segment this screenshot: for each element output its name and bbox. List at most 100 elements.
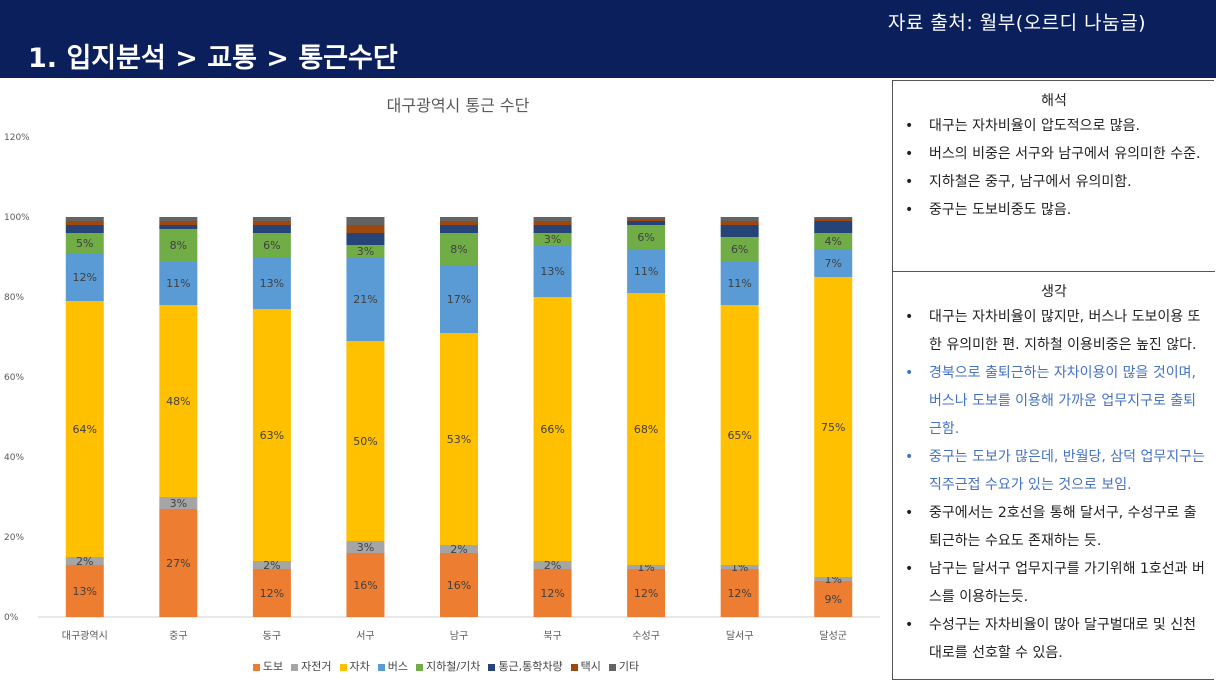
bar-segment — [65, 301, 104, 557]
interpretation-item: 지하철은 중구, 남구에서 유의미함. — [901, 168, 1207, 196]
data-label: 9% — [824, 593, 841, 606]
bar-segment — [720, 225, 759, 237]
bar-segment — [440, 553, 478, 617]
data-label: 11% — [166, 277, 190, 290]
bar-segment — [814, 249, 853, 277]
x-tick-label: 중구 — [169, 630, 187, 642]
bar-segment — [65, 221, 104, 225]
legend-item: 버스 — [377, 658, 408, 674]
bar-segment — [159, 497, 198, 509]
bar-segment — [533, 297, 572, 561]
data-label: 2% — [544, 559, 561, 572]
data-label: 5% — [76, 237, 93, 250]
bar-segment — [159, 217, 198, 221]
data-label: 11% — [727, 277, 751, 290]
bar-segment — [65, 253, 104, 301]
bar-segment — [252, 225, 291, 233]
bar-segment — [533, 225, 572, 233]
page-title: 1. 입지분석 > 교통 > 통근수단 — [28, 43, 398, 74]
y-tick-label: 40% — [4, 453, 24, 463]
x-tick-label: 서구 — [356, 630, 374, 642]
interpretation-item: 대구는 자차비율이 압도적으로 많음. — [901, 112, 1207, 140]
legend-label: 통근,통학차량 — [498, 660, 563, 673]
thought-item: 중구는 도보가 많은데, 반월당, 삼덕 업무지구는 직주근접 수요가 있는 것… — [901, 443, 1207, 499]
chart-area: 대구광역시 통근 수단 0% 20% 40% 60% 80% 100% 120% 13% 2% 64… — [0, 78, 892, 684]
bar-segment — [346, 245, 385, 257]
bar-segment — [627, 249, 666, 293]
thought-item: 수성구는 자차비율이 많아 달구벌대로 및 신천대로를 선호할 수 있음. — [901, 611, 1207, 667]
bar-segment — [440, 217, 478, 221]
data-label: 12% — [73, 271, 97, 284]
bar-segment — [346, 217, 385, 225]
data-label: 53% — [447, 433, 471, 446]
legend-label: 도보 — [262, 660, 284, 673]
data-label: 13% — [260, 277, 284, 290]
legend-item: 도보 — [252, 658, 284, 674]
bar-segment — [346, 225, 385, 233]
chart-legend: 도보 자전거 자차 버스 지하철/기차 통근,통학차량 택시 기타 — [0, 658, 892, 674]
y-tick-label: 60% — [4, 373, 24, 383]
interpretation-heading: 해석 — [1041, 93, 1067, 109]
data-label: 11% — [634, 265, 658, 278]
legend-swatch — [416, 663, 424, 671]
thoughts-heading: 생각 — [1041, 284, 1067, 300]
bar-segment — [440, 333, 478, 545]
interpretation-item: 버스의 비중은 서구와 남구에서 유의미한 수준. — [901, 140, 1207, 168]
stacked-bar-chart: 대구광역시 통근 수단 0% 20% 40% 60% 80% 100% 120% 13% 2% 64… — [4, 96, 880, 642]
data-label: 48% — [166, 395, 190, 408]
bar-segment — [346, 553, 385, 617]
data-label: 21% — [353, 293, 377, 306]
bar-segment — [533, 217, 572, 221]
bar-segment — [159, 229, 198, 261]
bar-segment — [346, 233, 385, 245]
data-label: 3% — [357, 541, 374, 554]
bar-segment — [720, 305, 759, 565]
data-label: 50% — [353, 435, 377, 448]
bar-segment — [440, 233, 478, 265]
x-tick-label: 북구 — [543, 630, 561, 642]
source-text: 자료 출처: 월부(오르디 나눔글) — [887, 12, 1146, 34]
bar-segment — [627, 569, 666, 617]
x-tick-label: 동구 — [263, 630, 281, 642]
legend-label: 자차 — [349, 660, 370, 673]
bar-segment — [252, 257, 291, 309]
x-tick-label: 달서구 — [726, 630, 754, 642]
data-label: 3% — [170, 497, 187, 510]
data-label: 3% — [357, 245, 374, 258]
legend-item: 자전거 — [291, 658, 332, 674]
legend-swatch — [377, 663, 385, 671]
bar-segment — [252, 233, 291, 257]
bar-segment — [159, 509, 198, 617]
x-tick-label: 수성구 — [632, 630, 660, 642]
bar-segment — [533, 561, 572, 569]
bar-segment — [252, 561, 291, 569]
bar-segment — [252, 569, 291, 617]
bar-segment — [814, 233, 853, 249]
legend-label: 지하철/기차 — [426, 660, 481, 673]
data-label: 2% — [450, 543, 467, 556]
bar-segment — [533, 221, 572, 225]
data-label: 75% — [821, 421, 845, 434]
legend-item: 택시 — [570, 658, 601, 674]
bar-segment — [65, 557, 104, 565]
interpretation-section: 해석 대구는 자차비율이 압도적으로 많음.버스의 비중은 서구와 남구에서 유… — [893, 81, 1215, 271]
bar-segment — [720, 569, 759, 617]
x-tick-label: 달성군 — [819, 630, 847, 642]
bar-segment — [814, 221, 853, 233]
bar-segment — [252, 309, 291, 561]
bar-segment — [440, 265, 478, 333]
bar-segment — [627, 217, 666, 219]
data-label: 12% — [540, 587, 564, 600]
bar-segment — [627, 225, 666, 249]
bar-segment — [627, 221, 666, 225]
interpretation-item: 중구는 도보비중도 많음. — [901, 196, 1207, 224]
legend-label: 기타 — [618, 660, 640, 673]
interpretation-list: 대구는 자차비율이 압도적으로 많음.버스의 비중은 서구와 남구에서 유의미한… — [893, 112, 1215, 224]
data-label: 65% — [727, 429, 751, 442]
legend-swatch — [252, 663, 260, 671]
bar-segment — [65, 565, 104, 617]
bar-segment — [65, 225, 104, 233]
bar-segment — [65, 233, 104, 253]
data-label: 8% — [450, 243, 467, 256]
bar-segment — [159, 261, 198, 305]
